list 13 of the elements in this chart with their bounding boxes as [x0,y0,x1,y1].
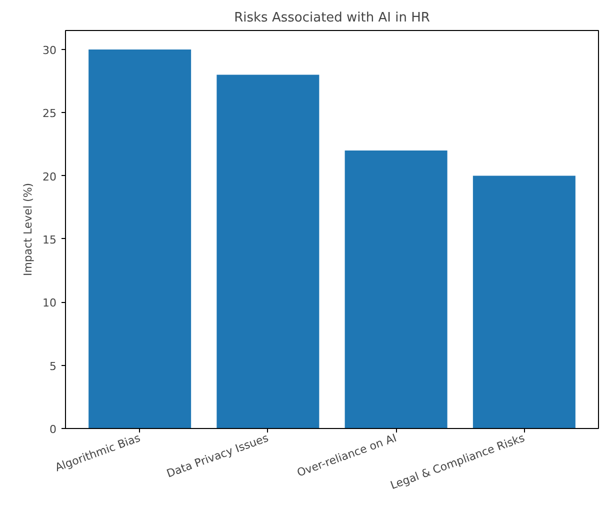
bar [344,150,448,428]
y-tick-label: 0 [50,423,56,436]
bar [88,49,192,428]
y-tick-label: 15 [42,233,57,246]
chart-title: Risks Associated with AI in HR [234,10,430,26]
bar [472,176,576,428]
y-tick-label: 10 [42,296,57,310]
y-axis-title: Impact Level (%) [22,182,35,276]
y-tick-label: 5 [50,360,56,373]
y-tick-label: 25 [42,107,57,120]
y-tick-label: 20 [42,170,57,184]
bar [216,74,320,428]
y-tick-label: 30 [42,44,57,57]
